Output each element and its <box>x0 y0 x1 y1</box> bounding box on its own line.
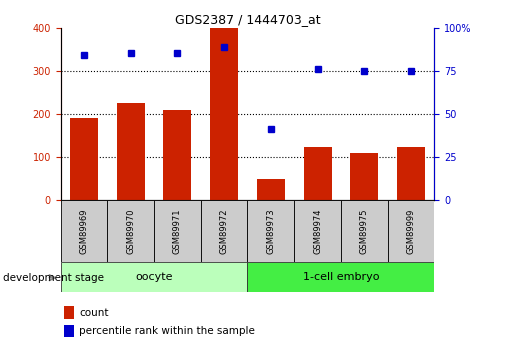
Text: GSM89975: GSM89975 <box>360 208 369 254</box>
Bar <box>154 200 201 262</box>
Text: 1-cell embryo: 1-cell embryo <box>302 272 379 282</box>
Text: GSM89974: GSM89974 <box>313 208 322 254</box>
Text: GSM89972: GSM89972 <box>220 208 229 254</box>
Bar <box>388 200 434 262</box>
Text: GSM89969: GSM89969 <box>79 208 88 254</box>
Bar <box>397 148 425 200</box>
Bar <box>117 103 145 200</box>
Bar <box>107 200 154 262</box>
Text: GSM89999: GSM89999 <box>407 208 416 254</box>
Text: GSM89971: GSM89971 <box>173 208 182 254</box>
Bar <box>164 110 191 200</box>
Bar <box>247 262 434 292</box>
Bar <box>64 306 74 319</box>
Text: percentile rank within the sample: percentile rank within the sample <box>79 326 255 336</box>
Bar <box>61 200 107 262</box>
Bar <box>64 325 74 337</box>
Text: count: count <box>79 308 109 317</box>
Text: development stage: development stage <box>3 273 104 283</box>
Text: oocyte: oocyte <box>135 272 173 282</box>
Bar <box>341 200 388 262</box>
Text: GSM89973: GSM89973 <box>266 208 275 254</box>
Bar <box>294 200 341 262</box>
Title: GDS2387 / 1444703_at: GDS2387 / 1444703_at <box>175 13 320 27</box>
Bar <box>257 179 285 200</box>
Bar <box>61 262 247 292</box>
Bar <box>201 200 247 262</box>
Bar <box>350 152 378 200</box>
Bar <box>210 28 238 200</box>
Bar <box>304 148 332 200</box>
Text: GSM89970: GSM89970 <box>126 208 135 254</box>
Bar <box>70 118 98 200</box>
Bar <box>247 200 294 262</box>
